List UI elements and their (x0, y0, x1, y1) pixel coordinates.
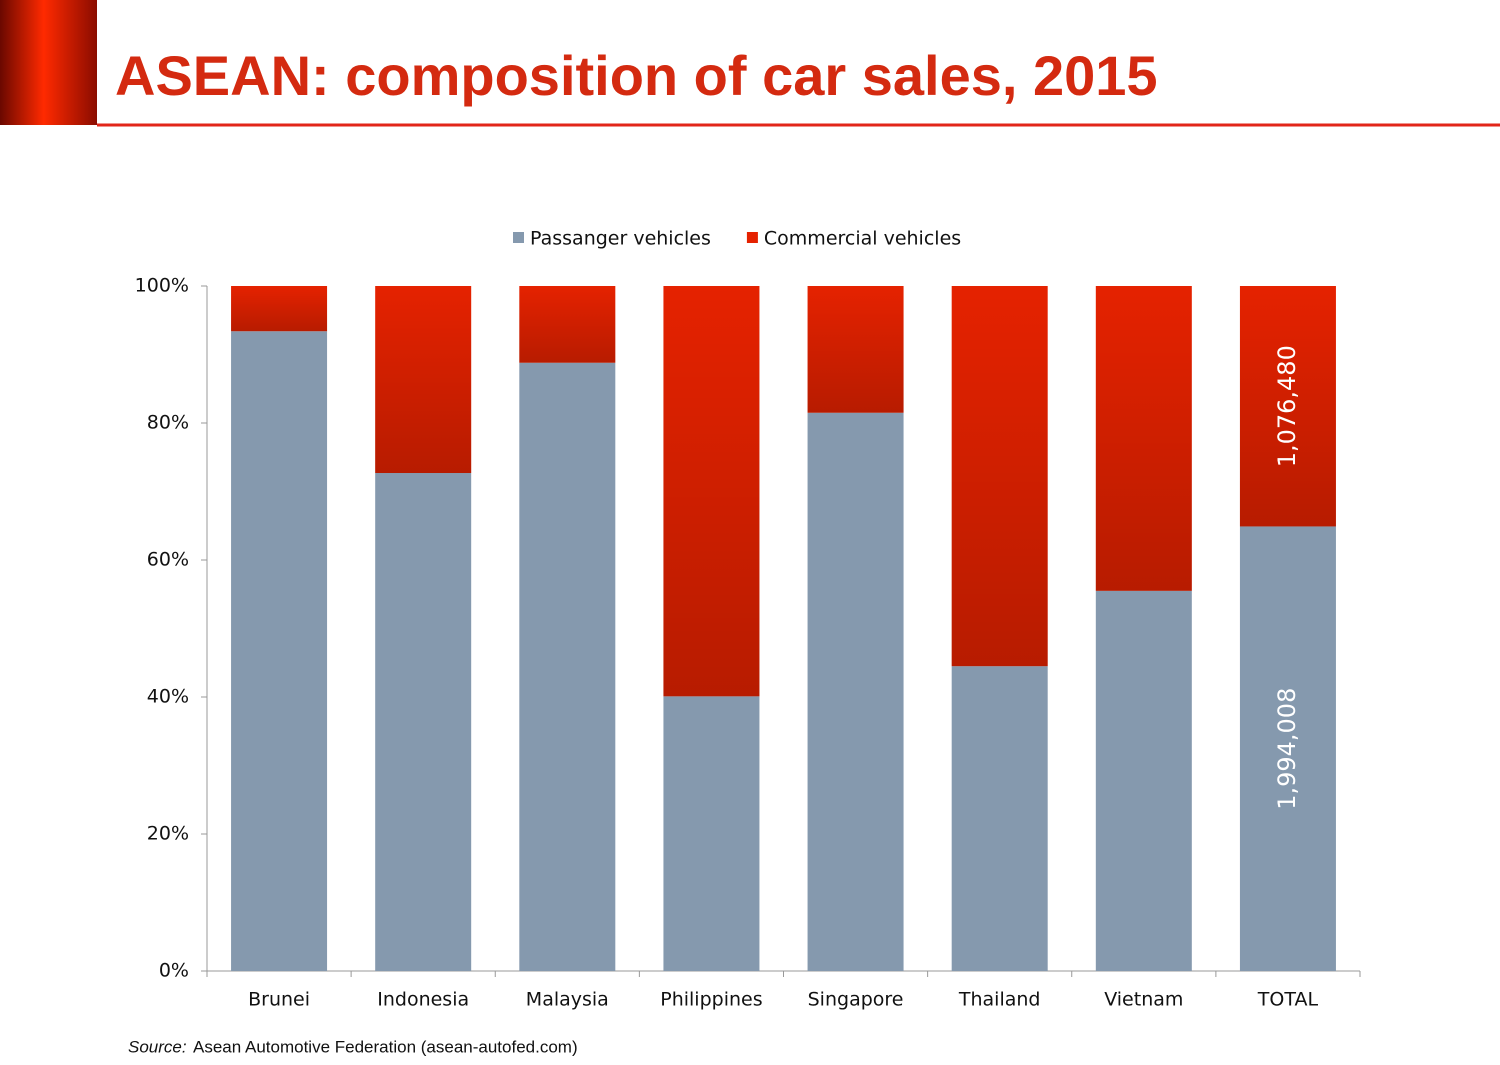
y-tick-label: 40% (147, 686, 189, 708)
bar-segment (663, 696, 760, 971)
x-tick-label: Thailand (958, 989, 1041, 1011)
bar-segment (519, 362, 616, 972)
bar-shade (807, 286, 904, 413)
value-annotation: 1,994,008 (1273, 688, 1301, 810)
bar-shade (663, 286, 760, 697)
x-tick-label: Brunei (248, 989, 310, 1011)
bar-segment (1239, 526, 1336, 971)
legend-swatch (746, 232, 758, 243)
x-tick-label: Singapore (808, 989, 904, 1011)
bar-segment (807, 412, 904, 972)
bar-segment (231, 331, 328, 972)
y-tick-label: 20% (147, 823, 189, 845)
value-annotation: 1,076,480 (1273, 345, 1301, 467)
y-tick-label: 0% (159, 960, 189, 982)
source-prefix: Source: (128, 1037, 187, 1056)
x-tick-label: TOTAL (1257, 989, 1319, 1011)
bar-segment (951, 666, 1048, 971)
x-tick-label: Malaysia (526, 989, 609, 1011)
legend-swatch (513, 232, 524, 243)
bar-shade (231, 286, 328, 332)
y-tick-label: 100% (135, 275, 189, 297)
legend-label: Commercial vehicles (764, 228, 961, 250)
legend-label: Passanger vehicles (530, 228, 711, 250)
bar-shade (951, 286, 1048, 667)
chart-title: ASEAN: composition of car sales, 2015 (115, 44, 1158, 107)
bar-shade (1095, 286, 1192, 591)
bar-shade (1239, 286, 1336, 527)
bar-shade (375, 286, 472, 474)
x-tick-label: Philippines (660, 989, 762, 1011)
bar-segment (1095, 590, 1192, 971)
header-block (0, 0, 97, 125)
y-tick-label: 80% (147, 412, 189, 434)
x-tick-label: Indonesia (377, 989, 469, 1011)
bar-segment (375, 473, 472, 971)
y-tick-label: 60% (147, 549, 189, 571)
bar-shade (519, 286, 616, 363)
source: Asean Automotive Federation (asean-autof… (193, 1037, 578, 1056)
x-tick-label: Vietnam (1104, 989, 1183, 1011)
